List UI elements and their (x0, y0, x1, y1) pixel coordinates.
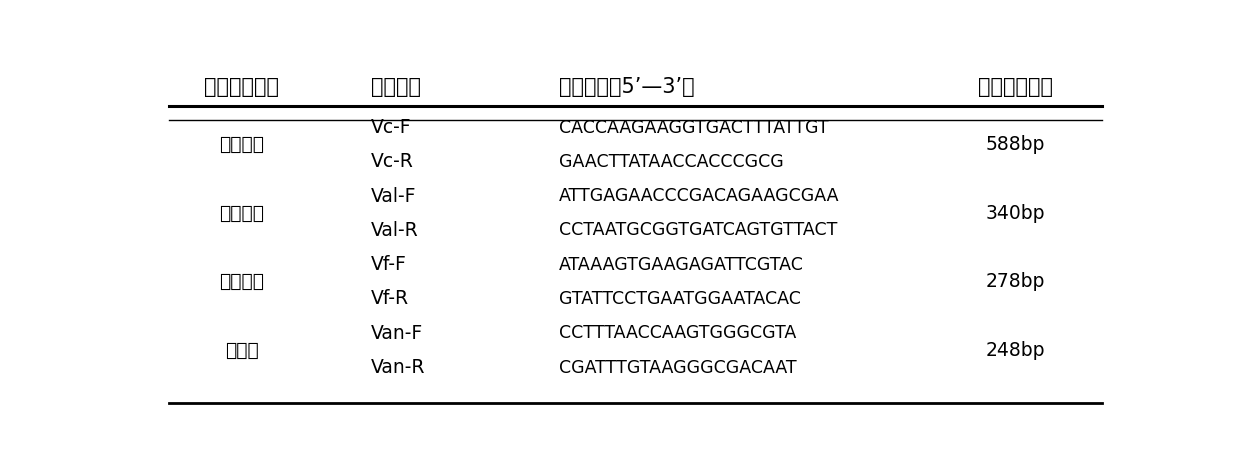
Text: Van-F: Van-F (371, 324, 424, 343)
Text: 588bp: 588bp (986, 135, 1045, 154)
Text: Vf-F: Vf-F (371, 255, 407, 274)
Text: 目的弧菌种类: 目的弧菌种类 (205, 77, 279, 97)
Text: Vc-F: Vc-F (371, 118, 412, 137)
Text: 溶藻弧菌: 溶藻弧菌 (219, 204, 264, 223)
Text: 引物序列（5’—3’）: 引物序列（5’—3’） (558, 77, 694, 97)
Text: Van-R: Van-R (371, 358, 425, 377)
Text: ATAAAGTGAAGAGATTCGTAC: ATAAAGTGAAGAGATTCGTAC (558, 256, 804, 274)
Text: Vf-R: Vf-R (371, 290, 409, 308)
Text: 河流弧菌: 河流弧菌 (219, 272, 264, 291)
Text: 引物名称: 引物名称 (371, 77, 422, 97)
Text: Val-R: Val-R (371, 221, 419, 240)
Text: CACCAAGAAGGTGACTTTATTGT: CACCAAGAAGGTGACTTTATTGT (558, 118, 828, 136)
Text: GAACTTATAACCACCCGCG: GAACTTATAACCACCCGCG (558, 153, 784, 171)
Text: 目的片段长度: 目的片段长度 (977, 77, 1053, 97)
Text: CGATTTGTAAGGGCGACAAT: CGATTTGTAAGGGCGACAAT (558, 358, 796, 376)
Text: ATTGAGAACCCGACAGAAGCGAA: ATTGAGAACCCGACAGAAGCGAA (558, 187, 839, 205)
Text: 278bp: 278bp (986, 272, 1045, 291)
Text: 248bp: 248bp (986, 341, 1045, 360)
Text: 鳗弧菌: 鳗弧菌 (224, 341, 258, 360)
Text: 340bp: 340bp (986, 204, 1045, 223)
Text: 霍乱弧菌: 霍乱弧菌 (219, 135, 264, 154)
Text: CCTAATGCGGTGATCAGTGTTACT: CCTAATGCGGTGATCAGTGTTACT (558, 221, 837, 240)
Text: CCTTTAACCAAGTGGGCGTA: CCTTTAACCAAGTGGGCGTA (558, 324, 796, 342)
Text: Val-F: Val-F (371, 187, 417, 206)
Text: GTATTCCTGAATGGAATACAC: GTATTCCTGAATGGAATACAC (558, 290, 801, 308)
Text: Vc-R: Vc-R (371, 152, 414, 171)
